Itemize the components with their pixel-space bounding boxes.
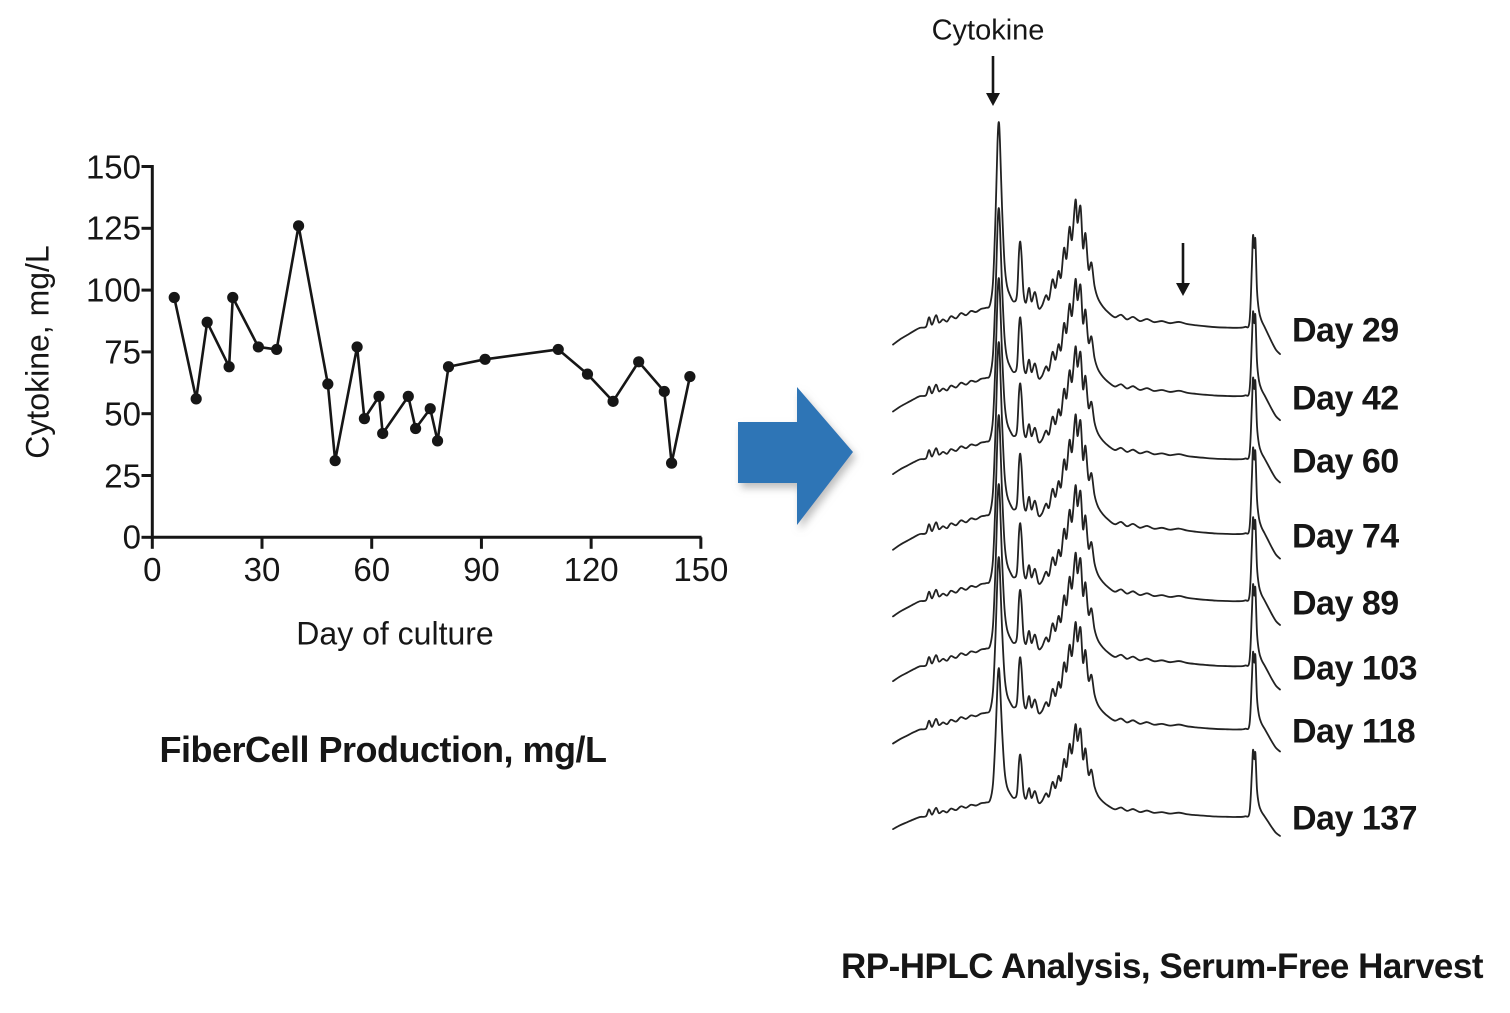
- data-point-day-147: [684, 371, 696, 383]
- right-arrow-shape: [738, 387, 853, 525]
- data-point-day-76: [424, 403, 436, 415]
- cytokine-arrow-icon: [986, 56, 1000, 106]
- data-point-day-50: [329, 455, 341, 467]
- left-chart-title: FiberCell Production, mg/L: [159, 729, 607, 770]
- x-tick-label: 30: [243, 551, 281, 588]
- data-point-day-58: [358, 413, 371, 425]
- x-tick-label: 120: [563, 551, 619, 588]
- data-point-day-119: [581, 368, 594, 380]
- data-point-day-40: [292, 220, 305, 232]
- hplc-trace-day-103: [892, 483, 1281, 691]
- y-tick-label: 25: [104, 457, 141, 494]
- x-tick-label: 60: [353, 551, 391, 588]
- y-tick-label: 0: [122, 518, 141, 556]
- data-point-day-91: [479, 353, 491, 365]
- x-tick-label: 150: [673, 551, 729, 588]
- data-point-day-34: [271, 343, 283, 356]
- trace-label-day-29: Day 29: [1292, 311, 1399, 350]
- impurity-arrow-icon: [1176, 243, 1190, 296]
- data-point-day-21: [223, 361, 235, 373]
- hplc-trace-day-74: [892, 341, 1281, 560]
- y-tick-label: 125: [85, 209, 141, 247]
- y-tick-label: 100: [85, 271, 141, 309]
- right-chart-title: RP-HPLC Analysis, Serum-Free Harvest: [840, 947, 1484, 986]
- data-point-day-72: [410, 422, 422, 435]
- data-point-day-48: [322, 378, 334, 390]
- production-line: [172, 224, 692, 465]
- y-axis-title: Cytokine, mg/L: [19, 245, 56, 459]
- trace-label-day-103: Day 103: [1292, 649, 1418, 688]
- data-point-day-81: [442, 361, 455, 373]
- hplc-trace-day-29: [892, 121, 1281, 355]
- data-point-day-111: [552, 343, 564, 356]
- hplc-trace-day-60: [892, 277, 1281, 484]
- data-point-day-140: [658, 385, 670, 398]
- x-tick-label: 0: [143, 551, 162, 588]
- trace-label-day-89: Day 89: [1292, 584, 1399, 623]
- data-point-day-133: [633, 356, 645, 368]
- data-point-day-56: [351, 341, 363, 353]
- trace-label-day-42: Day 42: [1292, 379, 1399, 418]
- data-point-day-78: [431, 435, 444, 447]
- data-point-day-6: [168, 291, 180, 304]
- y-tick-label: 50: [104, 395, 141, 433]
- y-tick-label: 75: [104, 333, 141, 371]
- y-tick-label: 150: [85, 148, 141, 185]
- data-point-day-70: [402, 390, 414, 402]
- trace-label-day-137: Day 137: [1292, 799, 1418, 838]
- cytokine-peak-label: Cytokine: [931, 14, 1045, 47]
- data-point-day-63: [377, 427, 389, 440]
- hplc-trace-day-89: [892, 414, 1281, 626]
- data-point-day-126: [607, 395, 619, 407]
- x-axis-title: Day of culture: [296, 615, 494, 652]
- hplc-trace-day-137: [892, 667, 1281, 837]
- hplc-trace-day-42: [892, 207, 1281, 422]
- x-tick-label: 90: [463, 551, 500, 588]
- trace-label-day-118: Day 118: [1292, 712, 1416, 751]
- data-point-day-29: [252, 341, 264, 353]
- trace-label-day-60: Day 60: [1292, 442, 1399, 481]
- data-point-day-142: [665, 457, 678, 469]
- data-point-day-22: [227, 291, 239, 304]
- data-point-day-15: [201, 316, 213, 328]
- data-point-day-12: [190, 393, 202, 405]
- trace-label-day-74: Day 74: [1292, 517, 1399, 556]
- left-chart-axes: [150, 165, 702, 539]
- hplc-trace-day-118: [892, 556, 1281, 753]
- data-point-day-62: [373, 390, 385, 402]
